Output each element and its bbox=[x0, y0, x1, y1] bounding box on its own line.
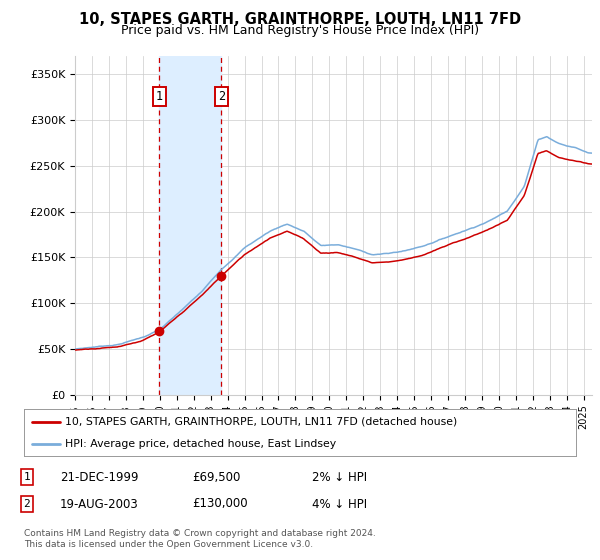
Text: 2% ↓ HPI: 2% ↓ HPI bbox=[312, 470, 367, 484]
Text: 1: 1 bbox=[156, 90, 163, 103]
Text: £130,000: £130,000 bbox=[192, 497, 248, 511]
Text: 4% ↓ HPI: 4% ↓ HPI bbox=[312, 497, 367, 511]
Text: £69,500: £69,500 bbox=[192, 470, 241, 484]
Bar bbox=[159, 56, 221, 395]
Text: 10, STAPES GARTH, GRAINTHORPE, LOUTH, LN11 7FD (detached house): 10, STAPES GARTH, GRAINTHORPE, LOUTH, LN… bbox=[65, 417, 458, 427]
Text: HPI: Average price, detached house, East Lindsey: HPI: Average price, detached house, East… bbox=[65, 438, 337, 449]
Text: Price paid vs. HM Land Registry's House Price Index (HPI): Price paid vs. HM Land Registry's House … bbox=[121, 24, 479, 36]
Text: 2: 2 bbox=[218, 90, 225, 103]
Text: 21-DEC-1999: 21-DEC-1999 bbox=[60, 470, 139, 484]
Text: 19-AUG-2003: 19-AUG-2003 bbox=[60, 497, 139, 511]
Text: 2: 2 bbox=[23, 499, 31, 509]
Text: Contains HM Land Registry data © Crown copyright and database right 2024.
This d: Contains HM Land Registry data © Crown c… bbox=[24, 529, 376, 549]
Text: 10, STAPES GARTH, GRAINTHORPE, LOUTH, LN11 7FD: 10, STAPES GARTH, GRAINTHORPE, LOUTH, LN… bbox=[79, 12, 521, 27]
Text: 1: 1 bbox=[23, 472, 31, 482]
